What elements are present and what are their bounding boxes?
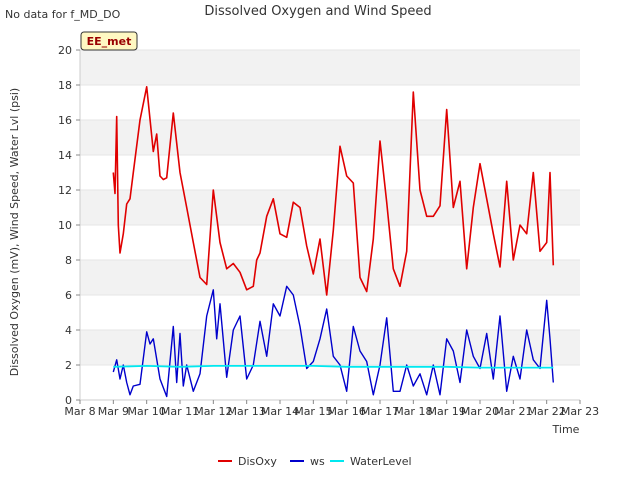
legend-item-waterlevel: WaterLevel [330, 455, 412, 468]
x-tick-label: Mar 21 [494, 405, 532, 418]
x-tick-label: Mar 10 [128, 405, 166, 418]
series-line-disoxy [112, 86, 555, 296]
x-tick-label: Mar 11 [161, 405, 199, 418]
legend-label: WaterLevel [350, 455, 412, 468]
legend-item-disoxy: DisOxy [218, 455, 277, 468]
grid-band [80, 190, 580, 225]
no-data-note: No data for f_MD_DO [5, 8, 121, 21]
x-tick-label: Mar 8 [64, 405, 95, 418]
x-tick-label: Mar 16 [328, 405, 366, 418]
y-axis-ticks: 0 2 4 6 8 10 12 14 16 18 20 [58, 44, 80, 407]
chart-title: Dissolved Oxygen and Wind Speed [204, 4, 431, 19]
x-tick-label: Mar 13 [228, 405, 266, 418]
series-line-ws [112, 285, 554, 398]
y-tick-label: 20 [58, 44, 72, 57]
grid-band [80, 50, 580, 85]
y-axis-label: Dissolved Oxygen (mV), Wind Speed, Water… [8, 88, 21, 376]
series-layer [112, 86, 555, 398]
grid-band [80, 120, 580, 155]
x-tick-label: Mar 23 [561, 405, 599, 418]
x-tick-label: Mar 17 [361, 405, 399, 418]
x-tick-label: Mar 12 [194, 405, 232, 418]
legend-label: DisOxy [238, 455, 277, 468]
x-tick-label: Mar 22 [528, 405, 566, 418]
y-tick-label: 10 [58, 219, 72, 232]
y-tick-label: 2 [65, 359, 72, 372]
x-tick-label: Mar 18 [394, 405, 432, 418]
x-tick-label: Mar 19 [428, 405, 466, 418]
y-tick-label: 14 [58, 149, 72, 162]
station-badge-box [80, 31, 138, 51]
y-tick-label: 8 [65, 254, 72, 267]
legend: DisOxy ws WaterLevel [218, 455, 412, 468]
y-tick-label: 12 [58, 184, 72, 197]
x-tick-label: Mar 14 [261, 405, 299, 418]
x-axis-label: Time [552, 423, 580, 436]
y-tick-label: 6 [65, 289, 72, 302]
y-tick-label: 4 [65, 324, 72, 337]
station-badge: EE_met [80, 31, 138, 51]
y-tick-label: 16 [58, 114, 72, 127]
plot-area [79, 49, 580, 401]
grid-bands [80, 49, 580, 401]
station-badge-label: EE_met [87, 35, 132, 48]
legend-label: ws [310, 455, 325, 468]
y-tick-label: 18 [58, 79, 72, 92]
legend-item-ws: ws [290, 455, 325, 468]
x-tick-label: Mar 9 [98, 405, 129, 418]
x-tick-label: Mar 20 [461, 405, 499, 418]
y-tick-label: 0 [65, 394, 72, 407]
x-tick-label: Mar 15 [294, 405, 332, 418]
series-line-waterlevel [113, 364, 554, 369]
